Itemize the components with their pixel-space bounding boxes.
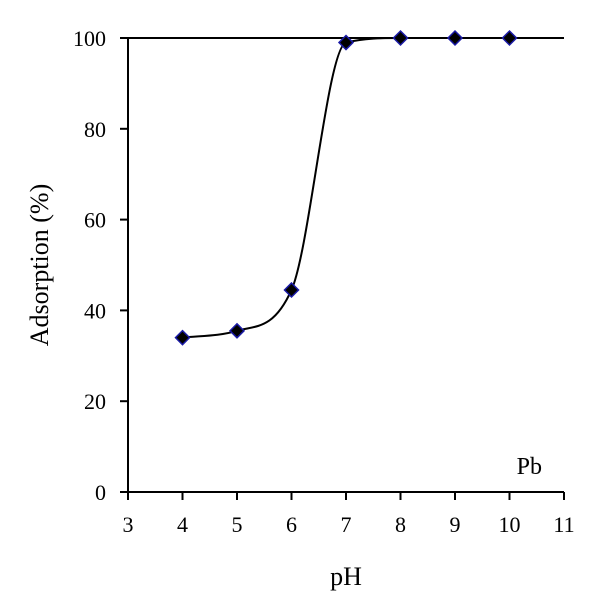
x-tick-label: 7	[341, 512, 352, 537]
y-tick-label: 100	[73, 26, 106, 51]
data-point	[392, 29, 409, 47]
fit-curve	[182, 37, 510, 339]
data-point	[283, 281, 300, 299]
plot-area	[127, 37, 564, 493]
data-point	[228, 322, 246, 339]
data-point	[501, 29, 518, 47]
x-tick-label: 10	[499, 512, 521, 537]
x-tick-label: 5	[232, 512, 243, 537]
data-points	[174, 29, 518, 346]
y-tick-label: 80	[84, 117, 106, 142]
x-tick-label: 9	[450, 512, 461, 537]
x-tick-label: 11	[553, 512, 574, 537]
series-annotation: Pb	[517, 454, 542, 480]
y-tick-label: 60	[84, 208, 106, 233]
data-point	[446, 29, 464, 47]
data-point	[337, 34, 355, 51]
y-tick-label: 0	[95, 480, 106, 505]
y-axis-title: Adsorption (%)	[25, 184, 54, 346]
x-ticks: 3 4 5 6 7 8 9 10 11	[123, 492, 575, 537]
x-tick-label: 8	[395, 512, 406, 537]
y-ticks: 0 20 40 60 80 100	[73, 26, 128, 505]
x-axis-title: pH	[330, 562, 362, 591]
y-tick-label: 20	[84, 389, 106, 414]
y-tick-label: 40	[84, 298, 106, 323]
x-tick-label: 3	[123, 512, 134, 537]
x-tick-label: 4	[177, 512, 188, 537]
data-point	[174, 329, 191, 346]
x-tick-label: 6	[286, 512, 297, 537]
